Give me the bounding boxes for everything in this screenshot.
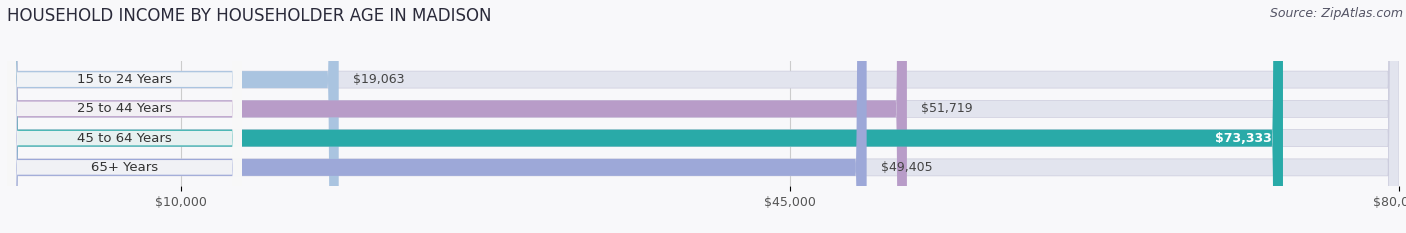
FancyBboxPatch shape: [7, 0, 907, 233]
Text: $51,719: $51,719: [921, 102, 973, 115]
FancyBboxPatch shape: [7, 0, 242, 233]
Text: 15 to 24 Years: 15 to 24 Years: [77, 73, 172, 86]
FancyBboxPatch shape: [7, 0, 1282, 233]
Text: $73,333: $73,333: [1215, 132, 1272, 145]
FancyBboxPatch shape: [7, 0, 242, 233]
FancyBboxPatch shape: [7, 0, 339, 233]
FancyBboxPatch shape: [7, 0, 1399, 233]
Text: 25 to 44 Years: 25 to 44 Years: [77, 102, 172, 115]
FancyBboxPatch shape: [7, 0, 242, 233]
Text: HOUSEHOLD INCOME BY HOUSEHOLDER AGE IN MADISON: HOUSEHOLD INCOME BY HOUSEHOLDER AGE IN M…: [7, 7, 492, 25]
FancyBboxPatch shape: [7, 0, 1399, 233]
Text: 65+ Years: 65+ Years: [91, 161, 157, 174]
FancyBboxPatch shape: [7, 0, 1399, 233]
Text: $49,405: $49,405: [880, 161, 932, 174]
FancyBboxPatch shape: [7, 0, 1399, 233]
Text: 45 to 64 Years: 45 to 64 Years: [77, 132, 172, 145]
FancyBboxPatch shape: [7, 0, 242, 233]
Text: $19,063: $19,063: [353, 73, 404, 86]
Text: Source: ZipAtlas.com: Source: ZipAtlas.com: [1270, 7, 1403, 20]
FancyBboxPatch shape: [7, 0, 866, 233]
